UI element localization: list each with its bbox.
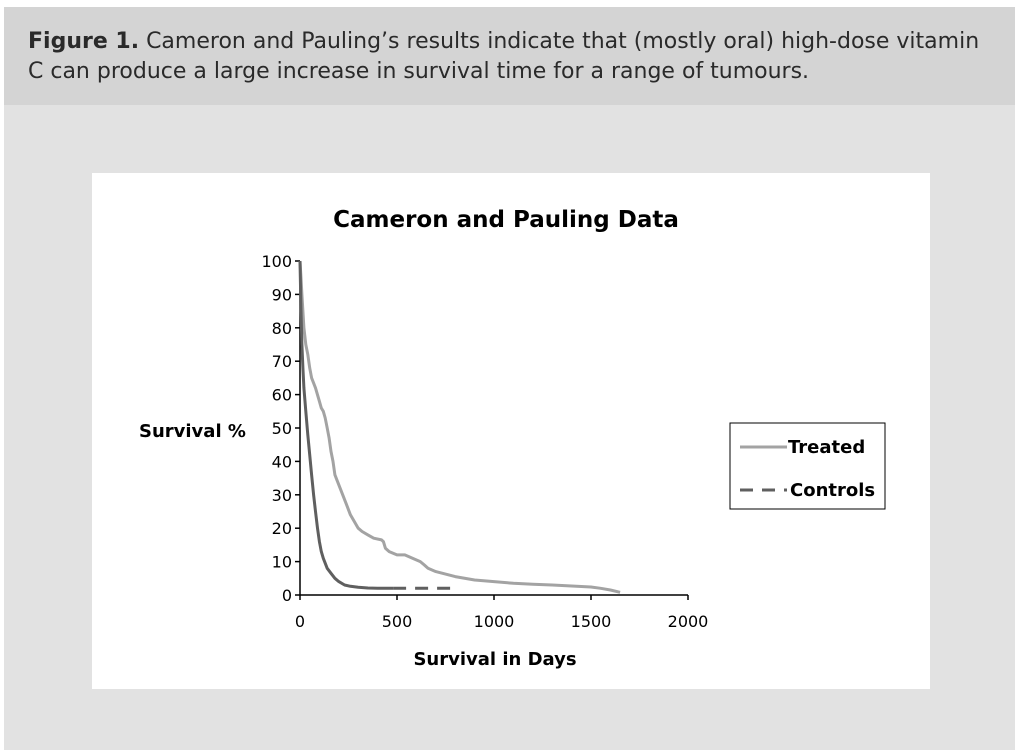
x-tick-label: 2000 bbox=[668, 612, 709, 631]
y-tick-label: 30 bbox=[272, 486, 292, 505]
y-axis-label: Survival % bbox=[139, 421, 246, 442]
y-tick-label: 10 bbox=[272, 553, 292, 572]
x-tick-label: 0 bbox=[295, 612, 305, 631]
legend-label-treated: Treated bbox=[788, 437, 865, 458]
series-line-controls bbox=[298, 260, 394, 590]
y-tick-label: 70 bbox=[272, 352, 292, 371]
series-layer bbox=[298, 260, 621, 594]
y-tick-label: 50 bbox=[272, 419, 292, 438]
y-tick-label: 60 bbox=[272, 386, 292, 405]
caption-text: Cameron and Pauling’s results indicate t… bbox=[28, 29, 980, 84]
legend-label-controls: Controls bbox=[790, 480, 875, 501]
survival-chart: Cameron and Pauling Data Survival % Surv… bbox=[139, 207, 886, 670]
figure-label: Figure 1. bbox=[28, 29, 140, 54]
figure-box: Figure 1. Cameron and Pauling’s results … bbox=[4, 7, 1015, 750]
x-tick-label: 500 bbox=[382, 612, 413, 631]
x-axis-label: Survival in Days bbox=[413, 649, 576, 670]
y-tick-label: 90 bbox=[272, 285, 292, 304]
y-tick-label: 100 bbox=[261, 252, 292, 271]
y-tick-label: 80 bbox=[272, 319, 292, 338]
y-tick-label: 20 bbox=[272, 519, 292, 538]
caption-band: Figure 1. Cameron and Pauling’s results … bbox=[4, 7, 1015, 105]
x-tick-label: 1000 bbox=[474, 612, 515, 631]
legend-frame bbox=[729, 422, 886, 510]
x-tick-label: 1500 bbox=[571, 612, 612, 631]
y-tick-label: 0 bbox=[282, 586, 292, 605]
figure-caption: Figure 1. Cameron and Pauling’s results … bbox=[28, 27, 998, 87]
chart-title: Cameron and Pauling Data bbox=[333, 207, 679, 233]
chart-panel: Cameron and Pauling Data Survival % Surv… bbox=[92, 173, 930, 689]
y-tick-label: 40 bbox=[272, 452, 292, 471]
legend: Treated Controls bbox=[729, 422, 886, 510]
series-line-treated bbox=[298, 260, 621, 594]
